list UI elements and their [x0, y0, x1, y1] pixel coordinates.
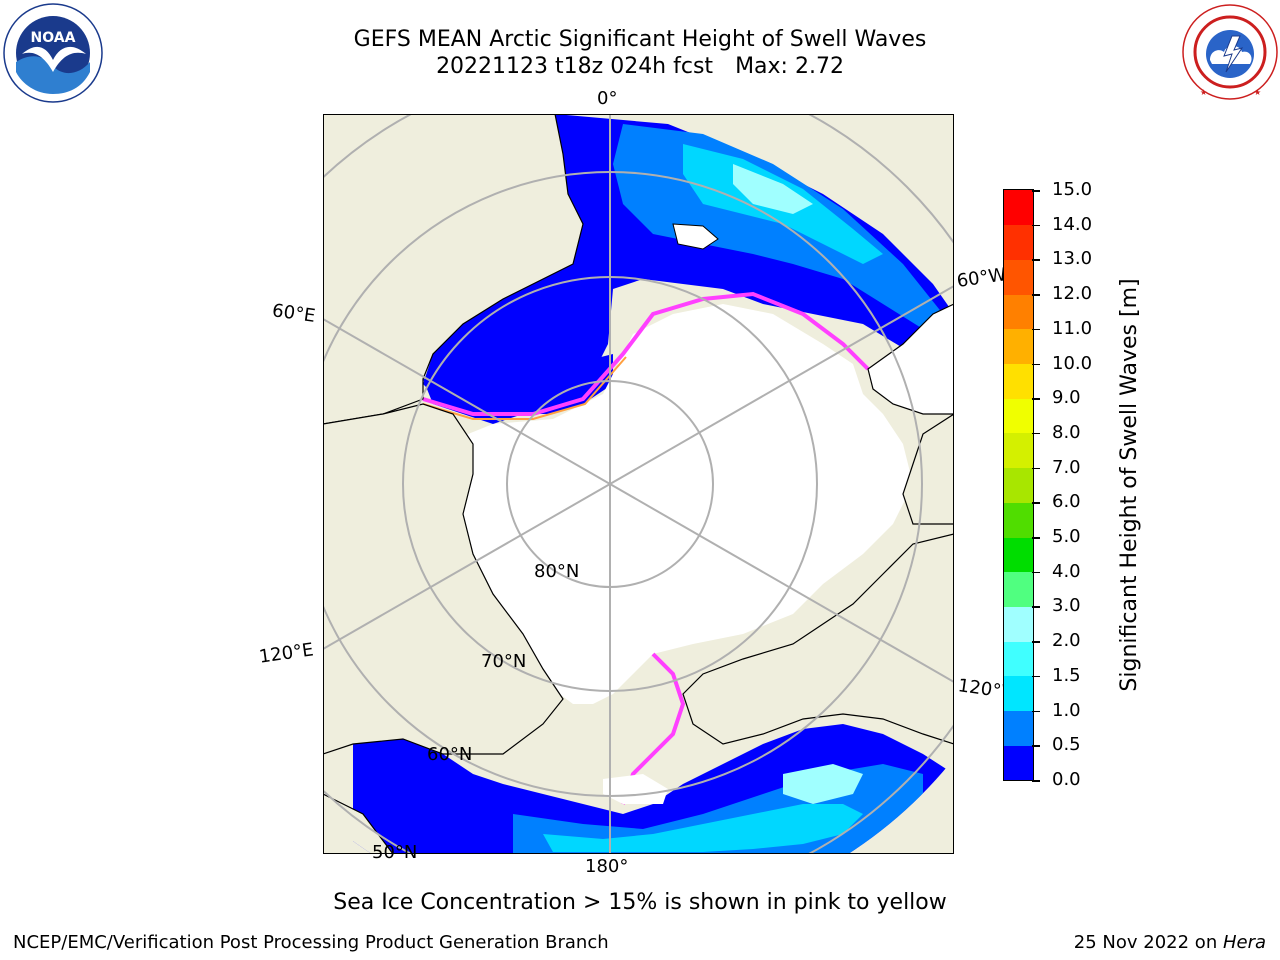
lat-label-60n: 60°N [427, 744, 473, 765]
lon-label-60w: 60°W [955, 264, 1008, 292]
colorbar-tick [1032, 537, 1040, 539]
colorbar-segment [1004, 328, 1033, 365]
pacific-swell-high [543, 804, 863, 852]
lat-label-50n: 50°N [372, 842, 418, 863]
colorbar-segment [1004, 259, 1033, 295]
svg-text:★: ★ [1200, 88, 1207, 97]
footer-date-text: 25 Nov 2022 on [1073, 932, 1223, 953]
chart-subtitle: 20221123 t18z 024h fcst Max: 2.72 [0, 54, 1280, 80]
arctic-map [323, 114, 954, 854]
colorbar-tick-label: 15.0 [1052, 179, 1093, 200]
colorbar-segment [1004, 224, 1033, 260]
colorbar-tick-label: 4.0 [1052, 560, 1081, 582]
canada-land [902, 412, 954, 525]
colorbar-segment [1004, 571, 1033, 607]
colorbar-tick-label: 3.0 [1052, 595, 1081, 617]
lon-label-120e: 120°E [257, 639, 315, 668]
ice-edge [422, 291, 870, 416]
lat-label-80n: 80°N [534, 561, 580, 582]
alaska-land [682, 533, 954, 745]
colorbar-tick-label: 1.0 [1052, 699, 1081, 721]
noaa-logo: NOAA [3, 3, 103, 103]
colorbar-tick [1032, 502, 1040, 504]
colorbar-tick [1032, 363, 1040, 366]
colorbar-tick-label: 1.5 [1052, 664, 1081, 686]
run-label: 20221123 t18z 024h fcst [436, 54, 714, 79]
colorbar-segment [1004, 190, 1033, 226]
graticule [323, 114, 954, 854]
colorbar-tick-label: 7.0 [1052, 456, 1081, 478]
sea-ice-caption: Sea Ice Concentration > 15% is shown in … [333, 890, 947, 915]
atlantic-swell-peak [733, 164, 813, 214]
colorbar-tick-label: 10.0 [1052, 352, 1093, 374]
colorbar-segment [1004, 432, 1033, 469]
colorbar-tick [1032, 190, 1040, 192]
colorbar-segment [1004, 363, 1033, 399]
scandinavia-land [323, 114, 584, 425]
colorbar-tick [1032, 641, 1040, 643]
lon-label-120w: 120°W [956, 675, 1021, 705]
colorbar-tick-label: 8.0 [1052, 421, 1081, 443]
colorbar-segment [1004, 398, 1033, 434]
colorbar-tick [1032, 710, 1040, 713]
lon-label-0: 0° [597, 88, 618, 109]
colorbar-segment [1004, 675, 1033, 712]
colorbar-tick [1032, 224, 1040, 227]
lat-label-70n: 70°N [481, 651, 527, 672]
colorbar-label: Significant Height of Swell Waves [m] [1117, 278, 1142, 692]
colorbar-segment [1004, 537, 1033, 573]
colorbar-tick-label: 2.0 [1052, 630, 1081, 652]
colorbar-tick-label: 13.0 [1052, 248, 1093, 270]
svg-text:★: ★ [1254, 88, 1261, 97]
colorbar-tick [1032, 432, 1040, 435]
noaa-logo-text: NOAA [31, 30, 76, 46]
ice-edge-pacific [621, 652, 686, 805]
barents-swell-field [423, 354, 613, 424]
footer-date: 25 Nov 2022 on Hera [1074, 933, 1266, 953]
svalbard [672, 223, 719, 250]
ice-edge-outer [422, 356, 627, 420]
colorbar-tick-label: 5.0 [1052, 526, 1081, 548]
chart-title: GEFS MEAN Arctic Significant Height of S… [353, 27, 927, 52]
colorbar-segment [1004, 641, 1033, 677]
colorbar-tick-label: 9.0 [1052, 387, 1081, 409]
colorbar-tick [1032, 675, 1040, 678]
max-label: Max: 2.72 [735, 54, 844, 79]
colorbar-tick [1032, 328, 1040, 331]
nws-logo: ★ ★ [1182, 4, 1278, 100]
colorbar-tick-label: 11.0 [1052, 317, 1093, 339]
colorbar-tick [1032, 571, 1040, 574]
colorbar-segment [1004, 710, 1033, 746]
colorbar-tick [1032, 606, 1040, 608]
lon-label-180: 180° [585, 856, 629, 877]
colorbar-segment [1004, 502, 1033, 538]
colorbar-tick-label: 12.0 [1052, 283, 1093, 305]
footer-org: NCEP/EMC/Verification Post Processing Pr… [13, 932, 609, 953]
colorbar-tick [1032, 467, 1040, 470]
lon-label-60e: 60°E [270, 300, 317, 327]
colorbar-segment [1004, 294, 1033, 330]
colorbar-segment [1004, 606, 1033, 642]
colorbar-tick [1032, 294, 1040, 296]
colorbar-tick [1032, 780, 1040, 782]
colorbar [1003, 189, 1034, 781]
colorbar-segment [1004, 467, 1033, 503]
colorbar-tick-label: 14.0 [1052, 213, 1093, 235]
colorbar-tick [1032, 398, 1040, 400]
arctic-ice-pack [443, 304, 913, 704]
atlantic-swell-field [423, 114, 954, 404]
colorbar-tick-label: 6.0 [1052, 491, 1081, 513]
greenland-land [867, 303, 954, 415]
colorbar-tick-label: 0.0 [1052, 769, 1081, 790]
colorbar-segment [1004, 745, 1033, 781]
colorbar-tick [1032, 745, 1040, 747]
colorbar-tick-label: 0.5 [1052, 734, 1081, 756]
colorbar-tick [1032, 259, 1040, 261]
footer-host: Hera [1222, 932, 1266, 953]
pacific-swell-peak [783, 764, 863, 804]
